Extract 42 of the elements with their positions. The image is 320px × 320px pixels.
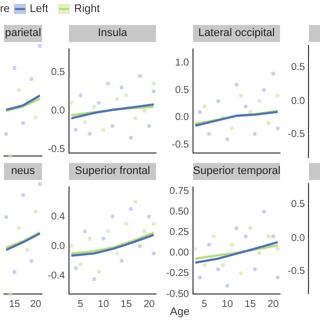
x-tick-label: 20 [268,298,280,310]
chart-title: neus [4,163,42,180]
y-tick-label: 0.0 [51,240,66,252]
y-tick-label: 0.0 [175,112,190,124]
x-tick-label: 10 [222,298,234,310]
y-tick-label: 0.5 [51,66,66,78]
y-tick-label: 0.75 [170,186,190,197]
text: 0.0 [291,96,305,108]
y-tick-label: 1.0 [175,57,190,68]
y-tick-label: 0.50 [170,206,190,218]
x-tick-label: 5 [78,298,84,310]
x-tick-label: 20 [144,298,156,310]
text: -0.5 [288,129,305,142]
text: 0.5 [291,62,305,74]
chart-title: parietal [4,25,42,42]
x-tick-label: 5 [202,298,208,310]
y-tick-label: 0.5 [175,84,190,96]
y-tick-label: 0.00 [170,248,190,259]
x-tick-label: 15 [244,298,256,310]
chart-title: Superior frontal [69,163,156,180]
x-axis-title: Age [170,306,190,318]
y-tick-label: -0.50 [166,288,190,300]
x-tick-label: 20 [30,298,42,310]
y-tick-label: -0.25 [166,268,190,280]
x-tick-label: 15 [8,298,21,310]
chart-title: Insula [69,25,156,42]
chart-title: Superior temporal [193,163,280,180]
x-tick-label: 10 [98,298,110,310]
y-tick-label: 0.4 [51,211,66,222]
text: -0.5 [288,266,305,278]
chart-title: Lateral occipital [193,25,280,42]
y-tick-label: 0.0 [51,105,66,116]
text: 0.5 [291,199,305,212]
legend-label: Left [30,3,48,15]
legend-title: re [0,3,10,15]
y-tick-label: -0.4 [48,270,66,282]
x-tick-label: 15 [120,298,132,310]
y-tick-label: 0.25 [170,227,190,238]
y-tick-label: -0.5 [48,144,66,155]
y-tick-label: -0.5 [172,140,190,151]
text: 0.0 [291,232,305,244]
legend-label: Right [74,3,100,15]
